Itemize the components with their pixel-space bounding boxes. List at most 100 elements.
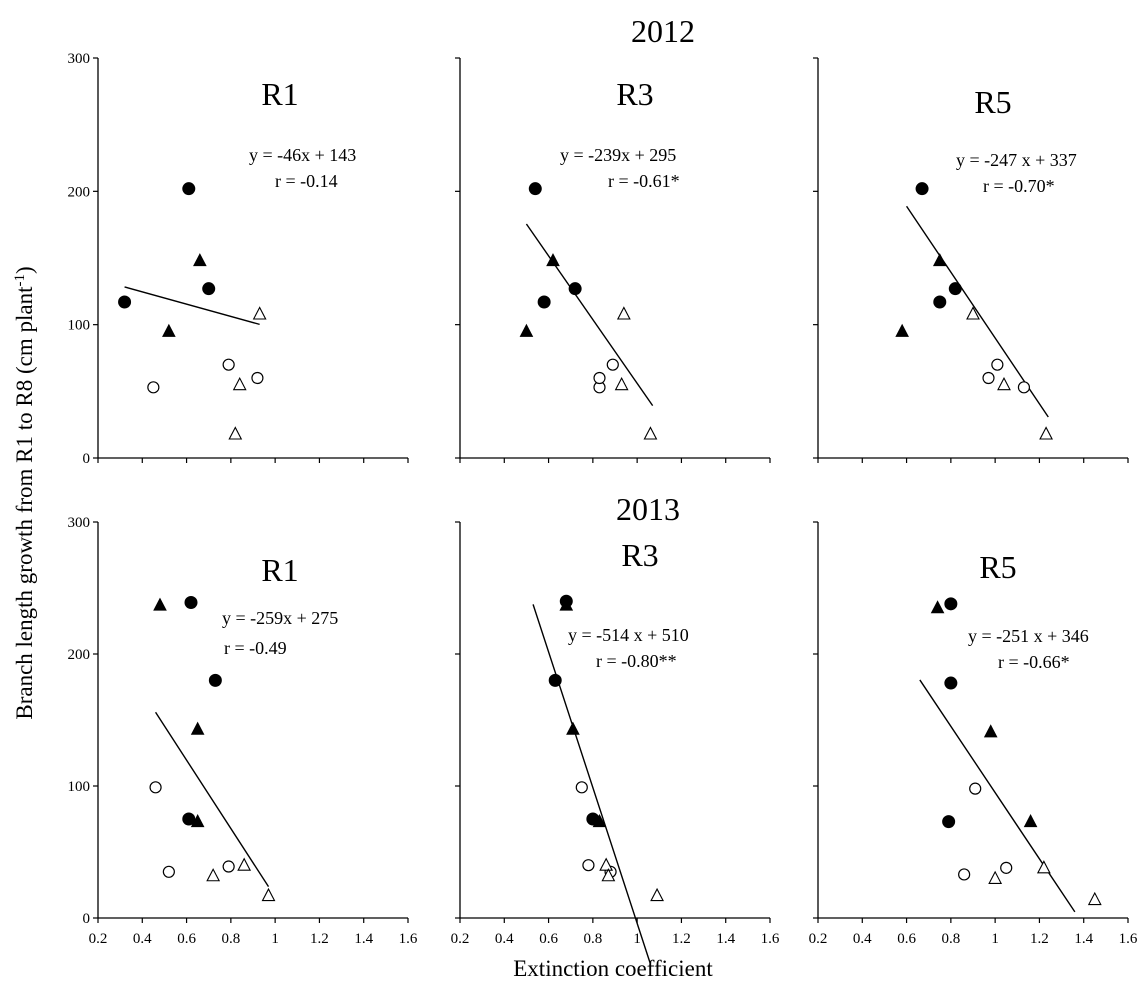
- regression-line: [124, 286, 260, 326]
- data-point-filled-triangle: [895, 323, 909, 337]
- x-tick-label: 0.6: [897, 931, 916, 947]
- regression-equation: y = -46x + 143: [249, 145, 356, 165]
- data-point-filled-circle: [948, 282, 962, 296]
- data-point-open-circle: [969, 782, 982, 795]
- regression-equation: y = -239x + 295: [560, 145, 676, 165]
- data-point-open-circle: [162, 865, 175, 878]
- x-tick-label: 0.8: [941, 931, 960, 947]
- data-point-open-circle: [958, 868, 971, 881]
- x-tick-label: 0.6: [539, 931, 558, 947]
- panel-2012-r1: 0 100 200 300 R1 y = -46x + 143 r = -0.14: [68, 51, 409, 467]
- data-point-open-triangle: [643, 426, 658, 440]
- panel-title: R3: [621, 537, 658, 573]
- regression-line: [154, 711, 270, 888]
- data-point-open-triangle: [228, 426, 243, 440]
- data-point-open-circle: [593, 371, 606, 385]
- data-point-filled-circle: [208, 673, 222, 687]
- panel-title: R1: [261, 552, 298, 588]
- x-tick-label: 0.6: [177, 931, 196, 947]
- regression-line: [525, 223, 654, 407]
- data-point-open-circle: [982, 371, 995, 385]
- panel-2012-r5: R5 y = -247 x + 337 r = -0.70*: [813, 57, 1129, 463]
- data-point-open-triangle: [616, 306, 631, 320]
- data-point-open-triangle: [614, 376, 629, 391]
- x-tick-label: 0.2: [89, 931, 108, 947]
- x-tick-label: 1.6: [761, 931, 780, 947]
- x-tick-label: 0.4: [495, 931, 514, 947]
- data-point-open-triangle: [252, 306, 267, 320]
- data-point-filled-triangle: [559, 597, 574, 611]
- panels-layer: 0 100 200 300 R1 y = -46x + 143 r = -0.14 R3 y =…: [68, 51, 1138, 965]
- x-axis-title: Extinction coefficient: [513, 956, 713, 981]
- data-point-filled-circle: [568, 282, 582, 296]
- x-tick-label: 1.4: [1074, 931, 1093, 947]
- y-tick-label: 0: [83, 911, 91, 927]
- x-tick-label: 1.4: [716, 931, 735, 947]
- data-point-open-circle: [582, 859, 595, 872]
- correlation-label: r = -0.14: [275, 171, 338, 191]
- x-tick-label: 1.2: [672, 931, 691, 947]
- panel-2013-r5: 0.2 0.4 0.6 0.8 1 1.2 1.4 1.6 R5 y = -251 x + 346…: [809, 521, 1138, 947]
- data-point-filled-circle: [118, 295, 132, 309]
- data-point-open-triangle: [650, 887, 664, 902]
- data-point-open-circle: [147, 381, 160, 394]
- y-tick-label: 200: [68, 184, 91, 200]
- panel-2012-r3: R3 y = -239x + 295 r = -0.61*: [455, 57, 771, 463]
- data-point-open-triangle: [261, 887, 276, 902]
- data-point-filled-triangle: [566, 721, 580, 735]
- x-tick-label: 1: [271, 931, 279, 947]
- data-point-open-circle: [1000, 861, 1013, 874]
- data-point-open-triangle: [997, 376, 1011, 391]
- data-point-filled-circle: [548, 673, 562, 687]
- y-tick-label: 100: [68, 318, 91, 334]
- regression-line: [532, 604, 652, 965]
- x-tick-label: 0.4: [133, 931, 152, 947]
- data-point-open-circle: [222, 358, 235, 371]
- data-point-filled-triangle: [190, 814, 205, 828]
- data-point-filled-circle: [182, 182, 196, 196]
- data-point-open-triangle: [966, 306, 980, 320]
- y-tick-label: 300: [68, 51, 91, 67]
- correlation-label: r = -0.70*: [983, 176, 1055, 196]
- data-point-filled-circle: [944, 597, 958, 611]
- data-point-filled-triangle: [193, 253, 207, 267]
- data-point-filled-circle: [537, 295, 551, 309]
- data-point-filled-circle: [933, 295, 947, 309]
- data-point-filled-circle: [184, 596, 198, 610]
- x-tick-label: 0.2: [809, 931, 828, 947]
- data-point-filled-triangle: [592, 814, 607, 828]
- data-point-filled-circle: [182, 812, 196, 826]
- panel-2013-r1: 0 100 200 300 0.2 0.4 0.6 0.8 1 1.2 1.4 1.6 R1 y = -2…: [68, 515, 418, 947]
- data-point-filled-circle: [944, 676, 958, 690]
- data-point-open-triangle: [1036, 860, 1051, 874]
- correlation-label: r = -0.61*: [608, 171, 680, 191]
- x-tick-label: 1.2: [310, 931, 329, 947]
- data-point-open-triangle: [1087, 891, 1102, 906]
- data-point-open-circle: [222, 860, 235, 873]
- data-point-filled-triangle: [546, 253, 560, 267]
- y-tick-label: 300: [68, 515, 91, 531]
- data-point-open-triangle: [601, 868, 616, 882]
- regression-equation: y = -514 x + 510: [568, 625, 689, 645]
- correlation-label: r = -0.66*: [998, 652, 1070, 672]
- data-point-open-circle: [575, 781, 588, 794]
- x-tick-label: 1: [633, 931, 641, 947]
- data-point-open-triangle: [1039, 426, 1053, 440]
- data-point-filled-circle: [528, 182, 542, 196]
- regression-equation: y = -247 x + 337: [956, 150, 1077, 170]
- y-tick-label: 0: [83, 451, 91, 467]
- data-point-open-circle: [991, 358, 1004, 371]
- data-point-open-triangle: [237, 857, 252, 871]
- data-point-open-triangle: [988, 870, 1003, 884]
- x-tick-label: 0.8: [221, 931, 240, 947]
- y-tick-label: 100: [68, 779, 91, 795]
- data-point-filled-circle: [915, 182, 929, 196]
- data-point-open-circle: [251, 371, 264, 385]
- data-point-open-circle: [606, 358, 619, 371]
- x-tick-label: 1: [991, 931, 999, 947]
- panel-2013-r3: 0.2 0.4 0.6 0.8 1 1.2 1.4 1.6 R3 y = -514 x + 510…: [451, 521, 780, 965]
- year-label-2012: 2012: [631, 13, 695, 49]
- data-point-filled-circle: [202, 282, 216, 296]
- year-label-2013: 2013: [616, 491, 680, 527]
